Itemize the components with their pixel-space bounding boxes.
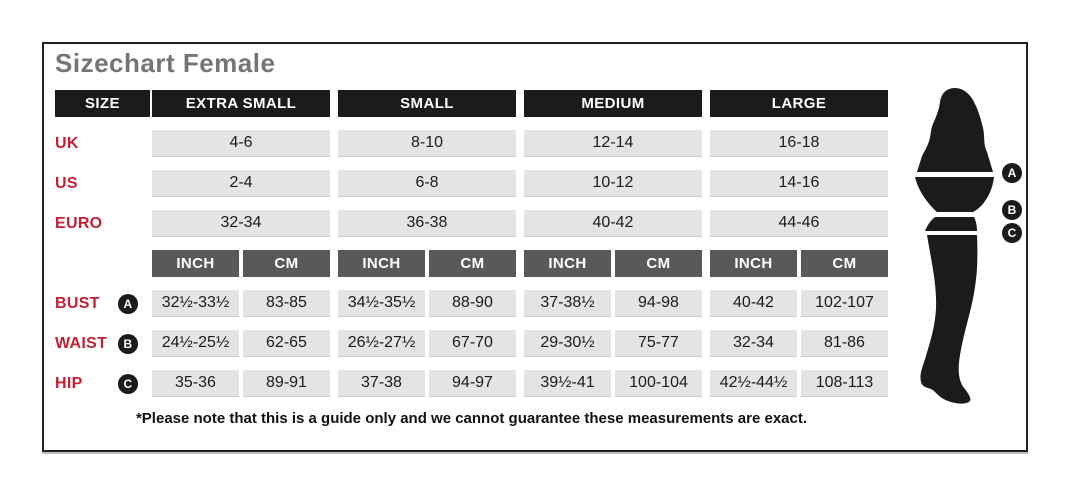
column-header-medium: MEDIUM <box>524 90 702 117</box>
table-cell: 89-91 <box>243 370 330 397</box>
table-cell: 40-42 <box>524 210 702 237</box>
table-cell: 100-104 <box>615 370 702 397</box>
table-cell: 32-34 <box>710 330 797 357</box>
table-cell: 14-16 <box>710 170 888 197</box>
measure-label: WAIST <box>55 334 108 352</box>
table-row-euro: EURO 32-34 36-38 40-42 44-46 <box>55 210 1026 237</box>
table-cell: 88-90 <box>429 290 516 317</box>
table-cell: 12-14 <box>524 130 702 157</box>
page-title: Sizechart Female <box>55 48 276 78</box>
unit-header-inch: INCH <box>338 250 425 277</box>
table-row-uk: UK 4-6 8-10 12-14 16-18 <box>55 130 1026 157</box>
table-cell: 34½-35½ <box>338 290 425 317</box>
unit-header-inch: INCH <box>710 250 797 277</box>
table-cell: 44-46 <box>710 210 888 237</box>
unit-header-cm: CM <box>615 250 702 277</box>
marker-badge-b: B <box>118 333 138 354</box>
table-cell: 26½-27½ <box>338 330 425 357</box>
column-header-size: SIZE <box>55 90 150 117</box>
column-header-large: LARGE <box>710 90 888 117</box>
table-cell: 36-38 <box>338 210 516 237</box>
table-cell: 94-98 <box>615 290 702 317</box>
table-cell: 83-85 <box>243 290 330 317</box>
row-label-euro: EURO <box>55 214 103 232</box>
row-label-us: US <box>55 174 78 192</box>
column-header-extra-small: EXTRA SMALL <box>152 90 330 117</box>
table-cell: 32-34 <box>152 210 330 237</box>
table-cell: 10-12 <box>524 170 702 197</box>
table-row-waist: WAIST B 24½-25½ 62-65 26½-27½ 67-70 29-3… <box>55 330 1026 357</box>
female-silhouette-icon <box>915 88 994 404</box>
table-cell: 2-4 <box>152 170 330 197</box>
table-cell: 35-36 <box>152 370 239 397</box>
row-label-uk: UK <box>55 134 79 152</box>
table-cell: 39½-41 <box>524 370 611 397</box>
table-cell: 16-18 <box>710 130 888 157</box>
table-cell: 94-97 <box>429 370 516 397</box>
unit-header-cm: CM <box>801 250 888 277</box>
table-cell: 40-42 <box>710 290 797 317</box>
table-cell: 37-38 <box>338 370 425 397</box>
table-cell: 8-10 <box>338 130 516 157</box>
table-cell: 62-65 <box>243 330 330 357</box>
table-cell: 102-107 <box>801 290 888 317</box>
measure-label: HIP <box>55 374 83 392</box>
table-cell: 67-70 <box>429 330 516 357</box>
table-row-us: US 2-4 6-8 10-12 14-16 <box>55 170 1026 197</box>
unit-header-inch: INCH <box>524 250 611 277</box>
sizechart-panel: Sizechart Female SIZE EXTRA SMALL SMALL … <box>42 42 1028 452</box>
table-cell: 81-86 <box>801 330 888 357</box>
table-cell: 4-6 <box>152 130 330 157</box>
table-cell: 29-30½ <box>524 330 611 357</box>
table-cell: 108-113 <box>801 370 888 397</box>
table-row-hip: HIP C 35-36 89-91 37-38 94-97 39½-41 100… <box>55 370 1026 397</box>
table-cell: 42½-44½ <box>710 370 797 397</box>
table-header-row: SIZE EXTRA SMALL SMALL MEDIUM LARGE <box>55 90 1026 117</box>
footnote: *Please note that this is a guide only a… <box>135 410 808 427</box>
figure-marker-c: C <box>1002 223 1022 243</box>
table-cell: 32½-33½ <box>152 290 239 317</box>
marker-badge-c: C <box>118 373 138 394</box>
figure-marker-a: A <box>1002 163 1022 183</box>
row-label-hip: HIP C <box>55 370 150 397</box>
unit-header-cm: CM <box>429 250 516 277</box>
measure-label: BUST <box>55 294 100 312</box>
row-label-waist: WAIST B <box>55 330 150 357</box>
unit-header-cm: CM <box>243 250 330 277</box>
marker-badge-a: A <box>118 293 138 314</box>
figure-marker-b: B <box>1002 200 1022 220</box>
measurement-figure: A B C <box>905 88 1023 408</box>
table-cell: 37-38½ <box>524 290 611 317</box>
column-header-small: SMALL <box>338 90 516 117</box>
table-cell: 6-8 <box>338 170 516 197</box>
unit-header-row: INCH CM INCH CM INCH CM INCH CM <box>55 250 1026 277</box>
table-cell: 75-77 <box>615 330 702 357</box>
table-cell: 24½-25½ <box>152 330 239 357</box>
row-label-bust: BUST A <box>55 290 150 317</box>
table-row-bust: BUST A 32½-33½ 83-85 34½-35½ 88-90 37-38… <box>55 290 1026 317</box>
unit-header-inch: INCH <box>152 250 239 277</box>
